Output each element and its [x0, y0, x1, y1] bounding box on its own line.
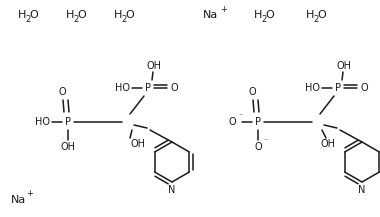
Text: OH: OH	[60, 142, 76, 152]
Text: O: O	[248, 87, 256, 97]
Text: HO: HO	[35, 117, 49, 127]
Text: P: P	[335, 83, 341, 93]
Text: H: H	[66, 10, 74, 20]
Text: 2: 2	[314, 15, 318, 23]
Text: HO: HO	[114, 83, 130, 93]
Text: O: O	[266, 10, 274, 20]
Text: O: O	[126, 10, 135, 20]
Text: H: H	[114, 10, 122, 20]
Text: 2: 2	[261, 15, 267, 23]
Text: P: P	[255, 117, 261, 127]
Text: P: P	[65, 117, 71, 127]
Text: OH: OH	[320, 139, 336, 149]
Text: 2: 2	[121, 15, 127, 23]
Text: O: O	[318, 10, 326, 20]
Text: OH: OH	[130, 139, 146, 149]
Text: O: O	[30, 10, 38, 20]
Text: O: O	[254, 142, 262, 152]
Text: Na: Na	[10, 195, 25, 205]
Text: O: O	[360, 83, 368, 93]
Text: O: O	[58, 87, 66, 97]
Text: H: H	[306, 10, 314, 20]
Text: Na: Na	[203, 10, 218, 20]
Text: P: P	[145, 83, 151, 93]
Text: OH: OH	[147, 61, 162, 71]
Text: 2: 2	[25, 15, 31, 23]
Text: HO: HO	[304, 83, 320, 93]
Text: N: N	[358, 185, 366, 195]
Text: ⁻: ⁻	[264, 136, 268, 146]
Text: OH: OH	[337, 61, 352, 71]
Text: H: H	[18, 10, 26, 20]
Text: O: O	[170, 83, 178, 93]
Text: N: N	[168, 185, 176, 195]
Text: O: O	[78, 10, 86, 20]
Text: ⁻: ⁻	[239, 112, 243, 120]
Text: +: +	[27, 189, 33, 197]
Text: O: O	[228, 117, 236, 127]
Text: +: +	[220, 5, 228, 15]
Text: H: H	[254, 10, 262, 20]
Text: 2: 2	[73, 15, 79, 23]
